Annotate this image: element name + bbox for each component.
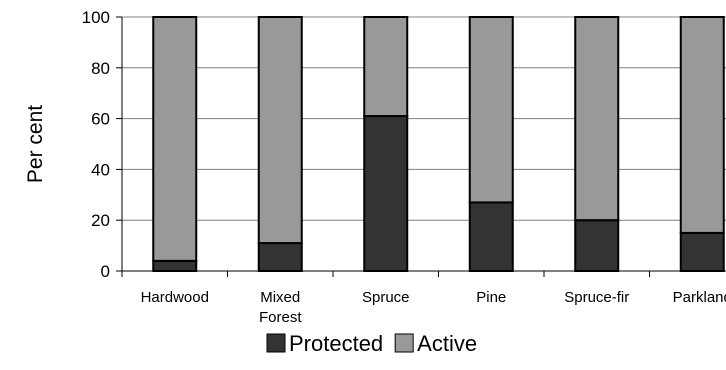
y-axis-label: Per cent (24, 105, 47, 183)
bar-active-spruce (363, 16, 409, 118)
y-tick-label: 20 (91, 211, 110, 230)
bar-active-mixed-forest (257, 16, 303, 245)
bar-protected-hardwood (152, 259, 198, 272)
x-tick-label: Hardwood (141, 289, 209, 306)
bar-protected-spruce-fir (574, 219, 620, 272)
bars (152, 16, 725, 272)
x-tick-label: Forest (259, 309, 302, 326)
x-tick-label: Parkland (673, 289, 726, 306)
x-tick-label: Pine (476, 289, 506, 306)
bar-protected-parkland (679, 231, 725, 272)
x-tick-label: Mixed (260, 289, 300, 306)
gridlines (122, 16, 726, 221)
legend-label-active: Active (417, 331, 477, 356)
bar-active-spruce-fir (574, 16, 620, 222)
y-tick-label: 0 (101, 262, 110, 281)
x-tick-label: Spruce-fir (564, 289, 629, 306)
x-tick-label: Spruce (362, 289, 410, 306)
bar-protected-mixed-forest (257, 242, 303, 272)
y-tick-label: 60 (91, 110, 110, 129)
bar-protected-spruce (363, 115, 409, 272)
y-tick-label: 100 (82, 8, 110, 27)
bar-active-hardwood (152, 16, 198, 262)
bar-active-parkland (679, 16, 725, 234)
axes (116, 16, 726, 277)
labels: 0 20 40 60 80 100 Hardwood Mixed Forest Spruce Pin… (24, 8, 726, 326)
legend-swatch-protected (266, 333, 286, 353)
bar-active-pine (468, 16, 514, 204)
legend-swatch-active (394, 333, 414, 353)
y-tick-label: 40 (91, 160, 110, 179)
legend-label-protected: Protected (289, 331, 383, 356)
bar-protected-pine (468, 201, 514, 272)
legend: Protected Active (266, 331, 477, 356)
y-tick-label: 80 (91, 59, 110, 78)
